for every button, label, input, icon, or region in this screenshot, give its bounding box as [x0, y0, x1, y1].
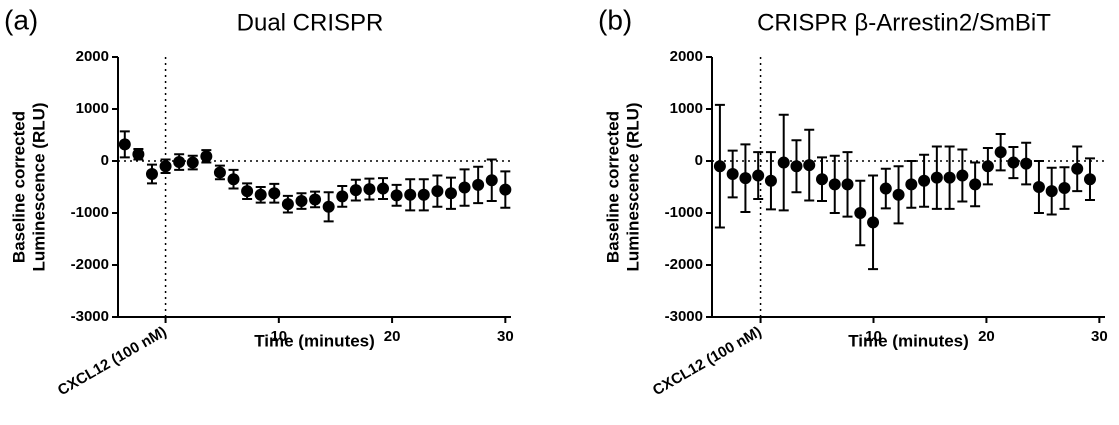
point — [713, 160, 726, 173]
x-tick-label: 10 — [865, 328, 882, 345]
point — [281, 198, 294, 211]
point — [752, 169, 765, 182]
point — [499, 183, 512, 196]
y-tick-label: -1000 — [71, 204, 109, 221]
point — [930, 171, 943, 184]
x-axis-label: Time (minutes) — [848, 331, 969, 350]
x-axis-label: Time (minutes) — [254, 331, 375, 350]
point — [905, 178, 918, 191]
x-tick-label: 20 — [384, 328, 401, 345]
point — [777, 156, 790, 169]
point — [200, 150, 213, 163]
y-axis-label: Luminescence (RLU) — [623, 102, 642, 271]
point — [227, 173, 240, 186]
y-axis-label: Baseline corrected — [603, 111, 622, 263]
point — [268, 187, 281, 200]
point — [815, 173, 828, 186]
x-tick-label: 10 — [270, 328, 287, 345]
point — [1058, 182, 1071, 195]
y-axis-label: Luminescence (RLU) — [29, 102, 48, 271]
point — [417, 188, 430, 201]
y-tick-label: -3000 — [71, 308, 109, 325]
x-tick-label: 30 — [1091, 328, 1108, 345]
x-tick-label: CXCL12 (100 nM) — [650, 323, 765, 399]
point — [1071, 162, 1084, 175]
point — [159, 160, 172, 173]
point — [981, 160, 994, 173]
y-tick-label: -2000 — [665, 256, 703, 273]
point — [918, 174, 931, 187]
x-tick-label: 20 — [978, 328, 995, 345]
point — [444, 187, 457, 200]
x-tick-label: 30 — [497, 328, 514, 345]
point — [790, 160, 803, 173]
point — [854, 207, 867, 219]
panel-label: (a) — [4, 4, 38, 35]
y-tick-label: -2000 — [71, 256, 109, 273]
point — [1032, 181, 1045, 193]
point — [472, 178, 485, 191]
point — [377, 182, 390, 195]
y-axis-label: Baseline corrected — [9, 111, 28, 263]
y-tick-label: 0 — [695, 152, 703, 169]
point — [867, 216, 880, 229]
point — [879, 182, 892, 195]
point — [145, 168, 158, 180]
y-tick-label: 2000 — [670, 48, 703, 65]
point — [118, 138, 131, 151]
point — [943, 171, 956, 184]
point — [363, 183, 376, 196]
point — [186, 156, 199, 169]
point — [132, 148, 145, 161]
point — [404, 188, 417, 201]
point — [1045, 185, 1058, 198]
point — [322, 200, 335, 213]
chart-title: Dual CRISPR — [237, 9, 384, 36]
point — [213, 166, 226, 179]
point — [254, 188, 267, 201]
point — [1083, 173, 1096, 186]
point — [349, 184, 362, 197]
point — [803, 159, 816, 172]
y-tick-label: -3000 — [665, 308, 703, 325]
point — [485, 174, 498, 187]
y-tick-label: -1000 — [665, 204, 703, 221]
point — [173, 156, 186, 169]
y-tick-label: 1000 — [670, 100, 703, 117]
point — [892, 188, 905, 201]
x-tick-label: CXCL12 (100 nM) — [55, 323, 170, 399]
point — [1007, 156, 1020, 169]
y-tick-label: 0 — [101, 152, 109, 169]
point — [241, 185, 254, 198]
point — [726, 168, 739, 180]
panel-label: (b) — [598, 4, 632, 35]
point — [295, 195, 308, 208]
point — [309, 193, 322, 206]
point — [739, 172, 752, 185]
point — [764, 174, 777, 187]
y-tick-label: 1000 — [76, 100, 109, 117]
point — [841, 178, 854, 191]
point — [956, 169, 969, 182]
point — [828, 178, 841, 191]
point — [969, 178, 982, 191]
y-tick-label: 2000 — [76, 48, 109, 65]
point — [390, 189, 403, 202]
point — [458, 181, 471, 194]
point — [994, 146, 1007, 159]
point — [431, 185, 444, 198]
point — [1020, 157, 1033, 170]
chart-title: CRISPR β-Arrestin2/SmBiT — [757, 9, 1051, 36]
point — [336, 190, 349, 203]
